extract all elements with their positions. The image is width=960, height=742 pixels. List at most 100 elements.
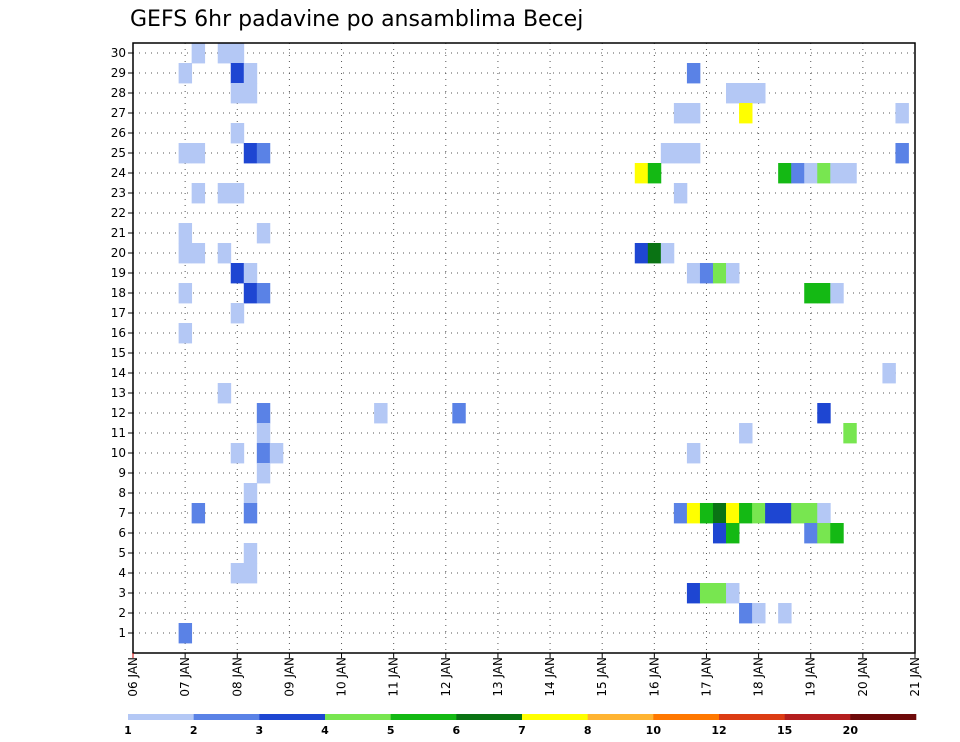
data-cell — [374, 403, 388, 424]
data-cell — [686, 263, 701, 284]
grid-lines — [133, 43, 915, 653]
y-tick-label: 1 — [118, 626, 126, 640]
data-cell — [817, 163, 831, 184]
data-cell — [256, 463, 271, 484]
y-tick-label: 5 — [118, 546, 126, 560]
data-cell — [634, 163, 649, 184]
colorbar-swatch — [259, 714, 326, 720]
data-cell — [817, 403, 831, 424]
y-tick-label: 6 — [118, 526, 126, 540]
y-tick-label: 9 — [118, 466, 126, 480]
data-cell — [712, 583, 727, 604]
data-cell — [230, 263, 245, 284]
y-tick-label: 11 — [111, 426, 126, 440]
y-tick-label: 22 — [111, 206, 126, 220]
data-cell — [739, 83, 753, 104]
y-tick-label: 17 — [111, 306, 126, 320]
y-tick-label: 28 — [111, 86, 126, 100]
data-cell — [804, 523, 818, 544]
x-axis-ticks: 06 JAN 07 JAN 08 JAN 09 JAN 10 JAN 11 JAN 12 J… — [126, 653, 922, 697]
x-tick-label: 10 JAN — [335, 657, 349, 697]
data-cell — [256, 443, 271, 464]
data-cell — [230, 83, 245, 104]
x-tick-label: 06 JAN — [126, 657, 140, 697]
data-cell — [647, 163, 662, 184]
data-cell — [178, 283, 193, 304]
data-cell — [843, 423, 857, 444]
data-cell — [243, 483, 258, 504]
colorbar-swatch — [587, 714, 654, 720]
data-cell — [243, 503, 258, 524]
x-tick-label: 11 JAN — [387, 657, 401, 697]
data-cell — [882, 363, 896, 384]
data-cell — [243, 263, 258, 284]
y-tick-label: 13 — [111, 386, 126, 400]
x-tick-label: 21 JAN — [908, 657, 922, 697]
y-tick-label: 19 — [111, 266, 126, 280]
data-cell — [830, 163, 844, 184]
data-cell — [739, 103, 753, 124]
data-cell — [686, 63, 701, 84]
colorbar-label: 8 — [584, 724, 592, 737]
colorbar-label: 1 — [124, 724, 132, 737]
data-cell — [647, 243, 662, 264]
data-cell — [712, 263, 727, 284]
x-tick-label: 09 JAN — [282, 657, 296, 697]
data-cell — [256, 283, 271, 304]
colorbar: 1 2 3 4 5 6 7 8 10 12 15 20 — [124, 714, 917, 737]
data-cell — [804, 503, 818, 524]
y-tick-label: 30 — [111, 46, 126, 60]
x-tick-label: 13 JAN — [491, 657, 505, 697]
colorbar-label: 20 — [843, 724, 859, 737]
data-cell — [673, 143, 688, 164]
data-cell — [726, 503, 740, 524]
data-cell — [178, 243, 193, 264]
y-tick-label: 2 — [118, 606, 126, 620]
data-cell — [686, 583, 701, 604]
data-cell — [752, 83, 766, 104]
data-cell — [191, 503, 206, 524]
data-cell — [243, 563, 258, 584]
data-cell — [230, 183, 245, 204]
data-cell — [686, 443, 701, 464]
data-cell — [230, 563, 245, 584]
data-cell — [817, 523, 831, 544]
x-tick-label: 15 JAN — [595, 657, 609, 697]
colorbar-swatch — [784, 714, 851, 720]
data-cell — [217, 43, 232, 64]
y-tick-label: 23 — [111, 186, 126, 200]
colorbar-label: 10 — [646, 724, 662, 737]
data-cell — [191, 43, 206, 64]
data-cells — [178, 43, 909, 644]
data-cell — [843, 163, 857, 184]
data-cell — [778, 503, 792, 524]
data-cell — [230, 303, 245, 324]
colorbar-swatch — [850, 714, 917, 720]
data-cell — [230, 123, 245, 144]
colorbar-swatch — [522, 714, 588, 720]
x-tick-label: 08 JAN — [230, 657, 244, 697]
plot-frame — [132, 42, 916, 654]
data-cell — [191, 143, 206, 164]
data-cell — [452, 403, 466, 424]
data-cell — [752, 503, 766, 524]
colorbar-swatch — [653, 714, 720, 720]
x-tick-label: 12 JAN — [439, 657, 453, 697]
data-cell — [699, 263, 714, 284]
x-tick-label: 14 JAN — [543, 657, 557, 697]
data-cell — [191, 243, 206, 264]
data-cell — [791, 503, 805, 524]
y-tick-label: 16 — [111, 326, 126, 340]
data-cell — [243, 83, 258, 104]
y-tick-label: 29 — [111, 66, 126, 80]
colorbar-swatch — [193, 714, 260, 720]
y-tick-label: 25 — [111, 146, 126, 160]
y-tick-label: 20 — [111, 246, 126, 260]
data-cell — [673, 183, 688, 204]
data-cell — [673, 103, 688, 124]
data-cell — [217, 183, 232, 204]
y-tick-label: 8 — [118, 486, 126, 500]
colorbar-label: 4 — [321, 724, 329, 737]
data-cell — [739, 423, 753, 444]
